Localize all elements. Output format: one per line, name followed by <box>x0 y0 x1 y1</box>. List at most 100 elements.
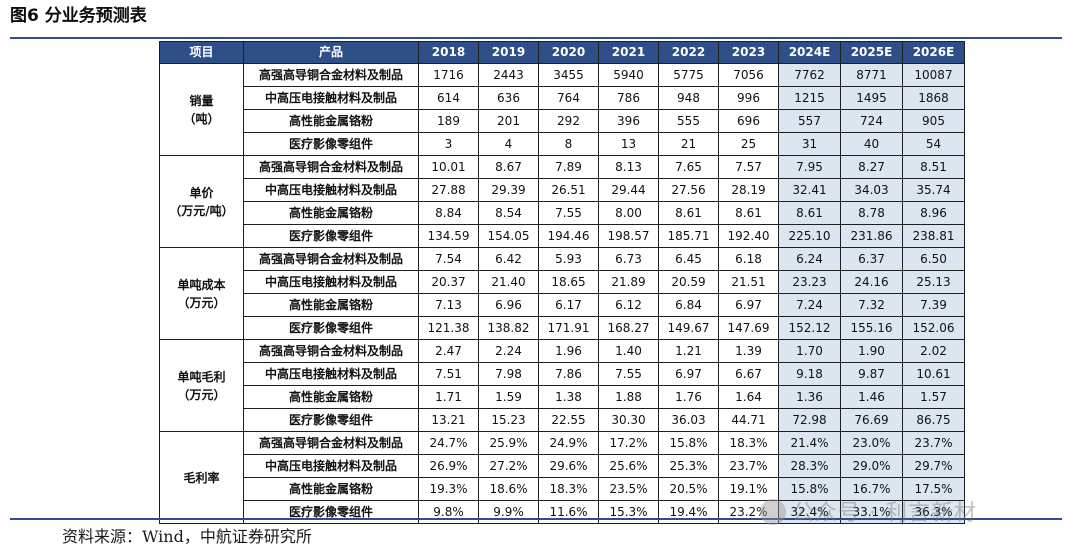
value-cell: 7.54 <box>418 247 479 271</box>
estimate-value-cell: 35.74 <box>902 178 965 202</box>
table-row: 高性能金属铬粉 189 201 292 396 555 696 557 724 905 <box>160 109 965 133</box>
table-row: 中高压电接触材料及制品 7.51 7.98 7.86 7.55 6.97 6.67 9.18 9… <box>160 362 965 386</box>
value-cell: 6.97 <box>718 293 779 317</box>
value-cell: 786 <box>598 86 659 110</box>
estimate-value-cell: 29.0% <box>840 454 903 478</box>
value-cell: 18.3% <box>538 477 599 501</box>
value-cell: 555 <box>658 109 719 133</box>
value-cell: 30.30 <box>598 408 659 432</box>
group-label: 销量 （吨） <box>159 63 244 156</box>
table-row: 医疗影像零组件 13.21 15.23 22.55 30.30 36.03 44.71 72.… <box>160 408 965 432</box>
estimate-value-cell: 7762 <box>778 63 841 87</box>
value-cell: 171.91 <box>538 316 599 340</box>
value-cell: 8.00 <box>598 201 659 225</box>
table-header-row: 项目 产品 2018 2019 2020 2021 2022 2023 2024E 2025E 20… <box>159 41 965 64</box>
group-label-title: 销量 <box>189 93 214 108</box>
estimate-value-cell: 86.75 <box>902 408 965 432</box>
estimate-value-cell: 6.50 <box>902 247 965 271</box>
group-label: 单吨成本 （万元） <box>159 247 244 340</box>
estimate-value-cell: 1.90 <box>840 339 903 363</box>
group-label-title: 毛利率 <box>183 470 220 485</box>
estimate-value-cell: 10087 <box>902 63 965 87</box>
value-cell: 18.3% <box>718 431 779 455</box>
estimate-value-cell: 23.0% <box>840 431 903 455</box>
value-cell: 6.18 <box>718 247 779 271</box>
estimate-value-cell: 1.36 <box>778 385 841 409</box>
source-note: 资料来源：Wind，中航证券研究所 <box>62 527 312 546</box>
estimate-value-cell: 557 <box>778 109 841 133</box>
value-cell: 7.51 <box>418 362 479 386</box>
value-cell: 1.71 <box>418 385 479 409</box>
table-row: 高性能金属铬粉 19.3% 18.6% 18.3% 23.5% 20.5% 19.1% 15.… <box>160 477 965 501</box>
value-cell: 21.51 <box>718 270 779 294</box>
table-row: 中高压电接触材料及制品 20.37 21.40 18.65 21.89 20.59 21.5… <box>160 270 965 294</box>
value-cell: 6.45 <box>658 247 719 271</box>
estimate-value-cell: 1495 <box>840 86 903 110</box>
table-body: 销量 （吨） 高强高导铜合金材料及制品 1716 2443 3455 5940 5775 705… <box>159 63 965 524</box>
value-cell: 292 <box>538 109 599 133</box>
value-cell: 3 <box>418 132 479 156</box>
value-cell: 8.84 <box>418 201 479 225</box>
value-cell: 15.23 <box>478 408 539 432</box>
product-cell: 高强高导铜合金材料及制品 <box>243 155 419 179</box>
value-cell: 13 <box>598 132 659 156</box>
value-cell: 138.82 <box>478 316 539 340</box>
table-row: 医疗影像零组件 3 4 8 13 21 25 31 40 54 <box>160 132 965 156</box>
group-label-unit: （万元） <box>177 387 226 402</box>
estimate-value-cell: 10.61 <box>902 362 965 386</box>
value-cell: 18.65 <box>538 270 599 294</box>
estimate-value-cell: 152.06 <box>902 316 965 340</box>
value-cell: 7056 <box>718 63 779 87</box>
table-row: 医疗影像零组件 9.8% 9.9% 11.6% 15.3% 19.4% 23.2% 32.4%… <box>160 500 965 524</box>
header-cell: 2020 <box>538 41 599 64</box>
table-row: 单价 （万元/吨） 高强高导铜合金材料及制品 10.01 8.67 7.89 8.13 7.6… <box>159 155 965 248</box>
value-cell: 13.21 <box>418 408 479 432</box>
estimate-value-cell: 238.81 <box>902 224 965 248</box>
value-cell: 29.39 <box>478 178 539 202</box>
value-cell: 1.40 <box>598 339 659 363</box>
value-cell: 29.6% <box>538 454 599 478</box>
value-cell: 24.9% <box>538 431 599 455</box>
value-cell: 11.6% <box>538 500 599 524</box>
estimate-value-cell: 1215 <box>778 86 841 110</box>
value-cell: 8.67 <box>478 155 539 179</box>
estimate-value-cell: 17.5% <box>902 477 965 501</box>
value-cell: 6.97 <box>658 362 719 386</box>
value-cell: 192.40 <box>718 224 779 248</box>
value-cell: 6.84 <box>658 293 719 317</box>
table-row: 销量 （吨） 高强高导铜合金材料及制品 1716 2443 3455 5940 5775 705… <box>159 63 965 156</box>
top-rule <box>10 37 1062 39</box>
product-cell: 中高压电接触材料及制品 <box>243 362 419 386</box>
value-cell: 2.24 <box>478 339 539 363</box>
value-cell: 1716 <box>418 63 479 87</box>
estimate-value-cell: 8.78 <box>840 201 903 225</box>
group-label: 单价 （万元/吨） <box>159 155 244 248</box>
value-cell: 121.38 <box>418 316 479 340</box>
value-cell: 25.3% <box>658 454 719 478</box>
value-cell: 9.8% <box>418 500 479 524</box>
estimate-value-cell: 24.16 <box>840 270 903 294</box>
value-cell: 8.61 <box>658 201 719 225</box>
product-cell: 医疗影像零组件 <box>243 224 419 248</box>
value-cell: 147.69 <box>718 316 779 340</box>
value-cell: 7.57 <box>718 155 779 179</box>
value-cell: 1.96 <box>538 339 599 363</box>
value-cell: 696 <box>718 109 779 133</box>
value-cell: 19.1% <box>718 477 779 501</box>
product-cell: 中高压电接触材料及制品 <box>243 86 419 110</box>
value-cell: 29.44 <box>598 178 659 202</box>
estimate-value-cell: 15.8% <box>778 477 841 501</box>
estimate-value-cell: 32.41 <box>778 178 841 202</box>
value-cell: 168.27 <box>598 316 659 340</box>
value-cell: 185.71 <box>658 224 719 248</box>
estimate-value-cell: 28.3% <box>778 454 841 478</box>
estimate-value-cell: 36.3% <box>902 500 965 524</box>
estimate-value-cell: 21.4% <box>778 431 841 455</box>
estimate-value-cell: 54 <box>902 132 965 156</box>
value-cell: 7.98 <box>478 362 539 386</box>
value-cell: 149.67 <box>658 316 719 340</box>
header-cell: 项目 <box>159 41 244 64</box>
estimate-value-cell: 1.46 <box>840 385 903 409</box>
estimate-value-cell: 152.12 <box>778 316 841 340</box>
group-label-title: 单吨成本 <box>177 277 226 292</box>
